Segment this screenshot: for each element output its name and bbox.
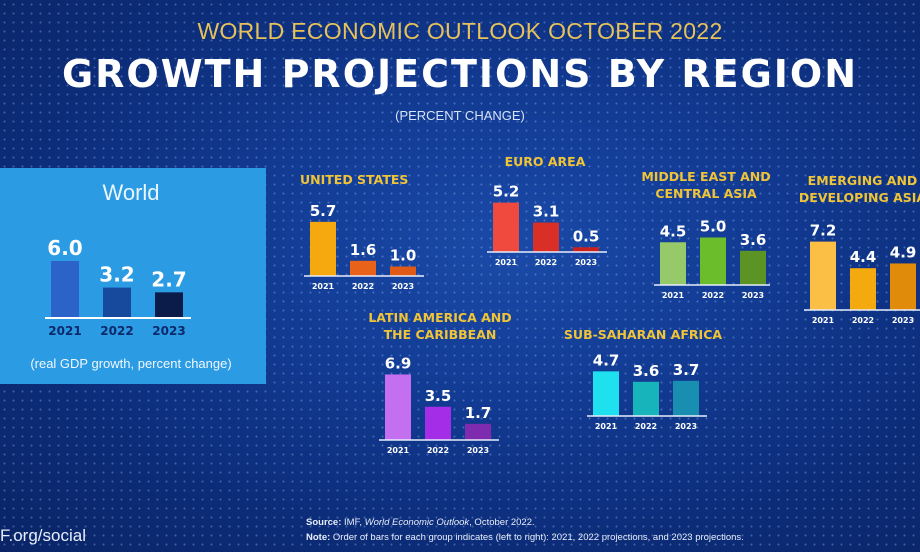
middle-east-and-central-asia-bar-2022 <box>700 237 726 285</box>
emerging-and-developing-asia-bar-2023 <box>890 263 916 310</box>
world-panel-title: World <box>102 180 160 205</box>
footer-source: Source: IMF, World Economic Outlook, Oct… <box>306 517 535 528</box>
world-year-label-2022: 2022 <box>100 324 133 338</box>
sub-saharan-africa-year-label-2021: 2021 <box>595 422 618 431</box>
world-bar-2023 <box>155 292 183 318</box>
group-title-emerging-developing-asia: EMERGING AND DEVELOPING ASIA <box>795 172 920 206</box>
world-bar-2021 <box>51 261 79 318</box>
world-year-label-2021: 2021 <box>48 324 81 338</box>
sub-saharan-africa-year-label-2022: 2022 <box>635 422 657 431</box>
united-states-year-label-2023: 2023 <box>392 282 414 291</box>
chart-emerging-developing-asia: 7.2 2021 4.4 2022 4.9 2023 <box>804 222 920 324</box>
source-date: , October 2022. <box>469 517 535 528</box>
emerging-and-developing-asia-value-label-2022: 4.4 <box>850 248 877 266</box>
united-states-bar-2021 <box>310 221 336 276</box>
emerging-and-developing-asia-value-label-2023: 4.9 <box>890 243 917 261</box>
footer-note: Note: Order of bars for each group indic… <box>306 532 744 543</box>
latin-america-and-the-caribbean-year-label-2022: 2022 <box>427 446 449 455</box>
emerging-and-developing-asia-year-label-2023: 2023 <box>892 316 914 324</box>
middle-east-and-central-asia-bar-2021 <box>660 242 686 285</box>
united-states-value-label-2021: 5.7 <box>310 202 337 220</box>
euro-area-bar-2023 <box>573 247 599 252</box>
latin-america-and-the-caribbean-value-label-2022: 3.5 <box>425 387 452 405</box>
group-title-latin-america-caribbean: LATIN AMERICA AND THE CARIBBEAN <box>360 309 520 343</box>
note-label: Note: <box>306 532 331 543</box>
world-chart: 6.0 2021 3.2 2022 2.7 2023 <box>45 236 191 338</box>
euro-area-value-label-2023: 0.5 <box>573 227 600 245</box>
chart-united-states: 5.7 2021 1.6 2022 1.0 2023 <box>304 202 424 291</box>
middle-east-and-central-asia-year-label-2021: 2021 <box>662 291 685 300</box>
united-states-year-label-2021: 2021 <box>312 282 335 291</box>
sub-saharan-africa-bar-2022 <box>633 381 659 416</box>
middle-east-and-central-asia-value-label-2022: 5.0 <box>700 218 727 236</box>
chart-sub-saharan-africa: 4.7 2021 3.6 2022 3.7 2023 <box>587 351 707 431</box>
united-states-bar-2023 <box>390 266 416 276</box>
report-supertitle: WORLD ECONOMIC OUTLOOK OCTOBER 2022 <box>197 18 723 44</box>
latin-america-and-the-caribbean-value-label-2021: 6.9 <box>385 354 412 372</box>
emerging-and-developing-asia-bar-2021 <box>810 241 836 310</box>
emerging-and-developing-asia-year-label-2021: 2021 <box>812 316 835 324</box>
euro-area-value-label-2022: 3.1 <box>533 203 560 221</box>
group-title-euro-area: EURO AREA <box>504 154 586 169</box>
sub-saharan-africa-bar-2023 <box>673 380 699 416</box>
group-title-text: MIDDLE EAST AND CENTRAL ASIA <box>641 169 771 201</box>
euro-area-bar-2021 <box>493 202 519 252</box>
united-states-bar-2022 <box>350 260 376 276</box>
footer-site-link[interactable]: F.org/social <box>0 526 86 545</box>
world-panel-note: (real GDP growth, percent change) <box>30 356 232 371</box>
world-value-label-2022: 3.2 <box>99 263 134 287</box>
group-title-middle-east-central-asia: MIDDLE EAST AND CENTRAL ASIA <box>636 168 776 202</box>
sub-saharan-africa-value-label-2021: 4.7 <box>593 351 620 369</box>
emerging-and-developing-asia-year-label-2022: 2022 <box>852 316 874 324</box>
chart-middle-east-central-asia: 4.5 2021 5.0 2022 3.6 2023 <box>654 218 770 300</box>
euro-area-bar-2022 <box>533 222 559 252</box>
world-bar-2022 <box>103 287 131 318</box>
united-states-value-label-2022: 1.6 <box>350 241 377 259</box>
middle-east-and-central-asia-value-label-2021: 4.5 <box>660 222 687 240</box>
page-subtitle: (PERCENT CHANGE) <box>395 108 525 123</box>
page-title: GROWTH PROJECTIONS BY REGION <box>61 52 859 96</box>
united-states-value-label-2023: 1.0 <box>390 247 417 265</box>
euro-area-year-label-2022: 2022 <box>535 258 557 267</box>
euro-area-value-label-2021: 5.2 <box>493 183 520 201</box>
middle-east-and-central-asia-year-label-2022: 2022 <box>702 291 724 300</box>
latin-america-and-the-caribbean-year-label-2023: 2023 <box>467 446 489 455</box>
latin-america-and-the-caribbean-year-label-2021: 2021 <box>387 446 410 455</box>
chart-euro-area: 5.2 2021 3.1 2022 0.5 2023 <box>487 183 607 267</box>
sub-saharan-africa-bar-2021 <box>593 371 619 416</box>
euro-area-year-label-2023: 2023 <box>575 258 597 267</box>
sub-saharan-africa-year-label-2023: 2023 <box>675 422 697 431</box>
source-label: Source: <box>306 517 342 528</box>
group-title-text: EMERGING AND DEVELOPING ASIA <box>798 173 920 205</box>
latin-america-and-the-caribbean-bar-2022 <box>425 406 451 440</box>
latin-america-and-the-caribbean-value-label-2023: 1.7 <box>465 404 492 422</box>
world-value-label-2021: 6.0 <box>47 236 82 260</box>
source-publication: World Economic Outlook <box>364 517 470 528</box>
group-title-text: LATIN AMERICA AND THE CARIBBEAN <box>368 310 512 342</box>
middle-east-and-central-asia-year-label-2023: 2023 <box>742 291 764 300</box>
sub-saharan-africa-value-label-2023: 3.7 <box>673 361 700 379</box>
note-text: Order of bars for each group indicates (… <box>332 532 744 543</box>
emerging-and-developing-asia-value-label-2021: 7.2 <box>810 222 837 240</box>
middle-east-and-central-asia-bar-2023 <box>740 250 766 285</box>
latin-america-and-the-caribbean-bar-2023 <box>465 423 491 440</box>
sub-saharan-africa-value-label-2022: 3.6 <box>633 362 660 380</box>
world-year-label-2023: 2023 <box>152 324 185 338</box>
group-title-united-states: UNITED STATES <box>300 172 409 187</box>
emerging-and-developing-asia-bar-2022 <box>850 268 876 310</box>
group-title-sub-saharan-africa: SUB-SAHARAN AFRICA <box>563 327 723 342</box>
euro-area-year-label-2021: 2021 <box>495 258 518 267</box>
world-panel: World 6.0 2021 3.2 2022 2.7 2023 (real GDP gr… <box>0 168 266 384</box>
middle-east-and-central-asia-value-label-2023: 3.6 <box>740 231 767 249</box>
latin-america-and-the-caribbean-bar-2021 <box>385 374 411 440</box>
world-value-label-2023: 2.7 <box>151 267 186 291</box>
chart-latin-america-caribbean: 6.9 2021 3.5 2022 1.7 2023 <box>379 354 499 455</box>
source-text: IMF, <box>344 517 365 528</box>
united-states-year-label-2022: 2022 <box>352 282 374 291</box>
